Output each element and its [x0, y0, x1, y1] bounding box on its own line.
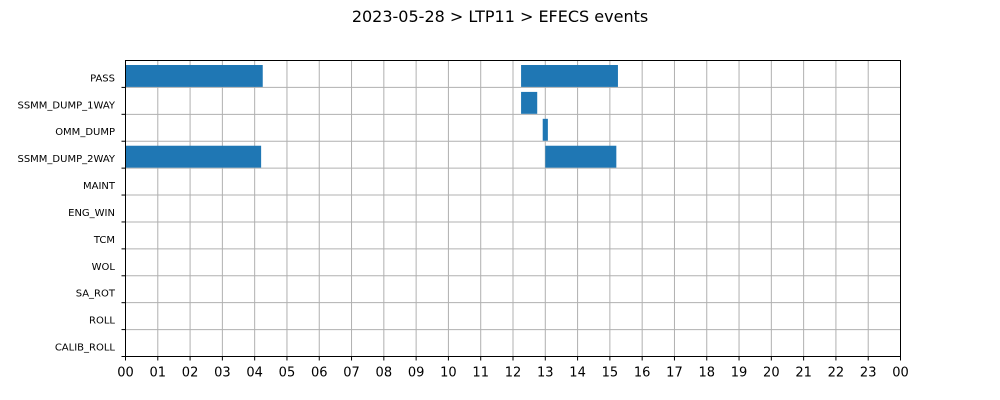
x-tick-label: 19: [731, 366, 748, 381]
y-tick-label: ENG_WIN: [68, 208, 115, 219]
event-bar-pass: [521, 65, 618, 87]
x-tick-label: 21: [795, 366, 812, 381]
x-tick-label: 16: [634, 366, 651, 381]
x-tick-label: 23: [860, 366, 877, 381]
y-tick-label: PASS: [90, 73, 115, 84]
event-bar-pass: [125, 65, 263, 87]
x-tick-label: 02: [182, 366, 199, 381]
x-tick-label: 14: [569, 366, 586, 381]
x-tick-label: 06: [311, 366, 328, 381]
axis-layer: 00 01 02 03 04 05 06 07 08 09 10 11 12 13 14 15 16 17 18 19…: [17, 73, 908, 380]
x-tick-label: 09: [408, 366, 425, 381]
event-bar-ssmm-dump-2way: [545, 145, 617, 168]
x-tick-label: 05: [279, 366, 296, 381]
y-tick-label: OMM_DUMP: [55, 127, 115, 138]
x-tick-label: 08: [376, 366, 393, 381]
y-tick-label: SSMM_DUMP_1WAY: [17, 100, 115, 111]
x-tick-label: 01: [150, 366, 167, 381]
x-tick-label: 00: [892, 366, 909, 381]
event-bar-omm-dump: [542, 118, 548, 141]
grid-layer: [125, 60, 901, 357]
plot-frame: [125, 60, 901, 357]
bar-layer: [125, 65, 618, 168]
x-tick-label: 20: [763, 366, 780, 381]
x-tick-label: 15: [602, 366, 619, 381]
x-tick-label: 11: [472, 366, 489, 381]
y-tick-label: MAINT: [83, 181, 116, 192]
event-bar-ssmm-dump-2way: [125, 145, 262, 168]
y-tick-label: WOL: [92, 262, 116, 273]
x-tick-label: 13: [537, 366, 554, 381]
x-tick-label: 10: [440, 366, 457, 381]
y-tick-label: SSMM_DUMP_2WAY: [17, 154, 115, 165]
x-tick-label: 07: [343, 366, 360, 381]
y-tick-label: ROLL: [89, 316, 115, 327]
y-tick-label: SA_ROT: [76, 289, 116, 300]
y-tick-label: CALIB_ROLL: [55, 343, 116, 354]
x-tick-label: 22: [828, 366, 845, 381]
x-tick-label: 18: [698, 366, 715, 381]
x-tick-label: 04: [246, 366, 263, 381]
event-bar-ssmm-dump-1way: [521, 91, 538, 114]
x-tick-label: 12: [505, 366, 522, 381]
y-tick-label: TCM: [93, 235, 115, 246]
chart-title: 2023-05-28 > LTP11 > EFECS events: [352, 7, 648, 26]
x-tick-label: 03: [214, 366, 231, 381]
x-tick-label: 00: [117, 366, 134, 381]
x-tick-label: 17: [666, 366, 683, 381]
